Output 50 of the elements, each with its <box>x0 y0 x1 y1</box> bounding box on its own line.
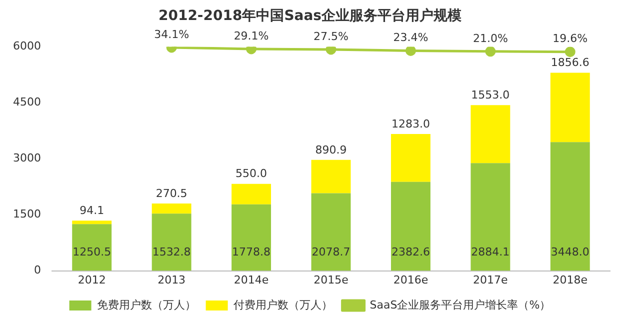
bar <box>72 224 112 271</box>
bar <box>390 134 430 182</box>
data-label: 1553.0 <box>471 88 510 102</box>
data-label: 34.1% <box>154 28 190 41</box>
bar <box>550 72 590 142</box>
bar <box>152 203 192 214</box>
data-label: 1283.0 <box>391 117 430 130</box>
data-label: 1532.8 <box>152 246 191 259</box>
x-tick-label: 2013 <box>158 273 186 286</box>
data-label: 270.5 <box>156 186 188 200</box>
bar <box>470 105 510 164</box>
data-label: 3448.0 <box>550 246 590 259</box>
data-label: 27.5% <box>314 30 348 43</box>
legend-label: SaaS企业服务平台用户增长率（%） <box>370 298 551 312</box>
data-label: 550.0 <box>236 167 268 180</box>
bar <box>390 182 430 271</box>
data-label: 1856.6 <box>550 56 590 70</box>
data-label: 2078.7 <box>312 246 350 259</box>
data-label: 2382.6 <box>391 246 430 259</box>
x-tick-label: 2017e <box>473 273 508 286</box>
bar <box>470 163 510 271</box>
bar <box>232 184 272 204</box>
x-tick-label: 2016e <box>393 273 428 286</box>
y-tick-label: 6000 <box>12 40 41 53</box>
data-label: 2884.1 <box>471 246 510 259</box>
bar <box>232 204 272 271</box>
y-tick-label: 3000 <box>12 152 41 165</box>
legend-label: 付费用户数（万人） <box>233 298 332 312</box>
bar <box>152 214 192 271</box>
data-label: 1250.5 <box>72 246 112 259</box>
y-tick-label: 0 <box>34 264 41 277</box>
data-label: 890.9 <box>315 143 347 156</box>
x-tick-label: 2018e <box>552 273 588 286</box>
chart-title: 2012-2018年中国Saas企业服务平台用户规模 <box>158 7 463 24</box>
legend-label: 免费用户数（万人） <box>96 298 196 312</box>
data-label: 23.4% <box>393 31 428 44</box>
x-tick-label: 2012 <box>78 273 106 286</box>
bar <box>311 193 351 271</box>
x-tick-label: 2014e <box>234 273 269 286</box>
data-label: 29.1% <box>234 29 269 42</box>
x-tick-label: 2015e <box>314 273 349 286</box>
data-label: 19.6% <box>552 32 588 46</box>
data-label: 21.0% <box>472 32 508 45</box>
bar <box>550 142 590 271</box>
y-tick-label: 4500 <box>12 96 41 109</box>
data-label: 1778.8 <box>232 246 271 259</box>
bar <box>72 220 112 224</box>
data-label: 94.1 <box>80 204 104 217</box>
bar <box>311 160 351 194</box>
y-tick-label: 1500 <box>12 208 41 221</box>
